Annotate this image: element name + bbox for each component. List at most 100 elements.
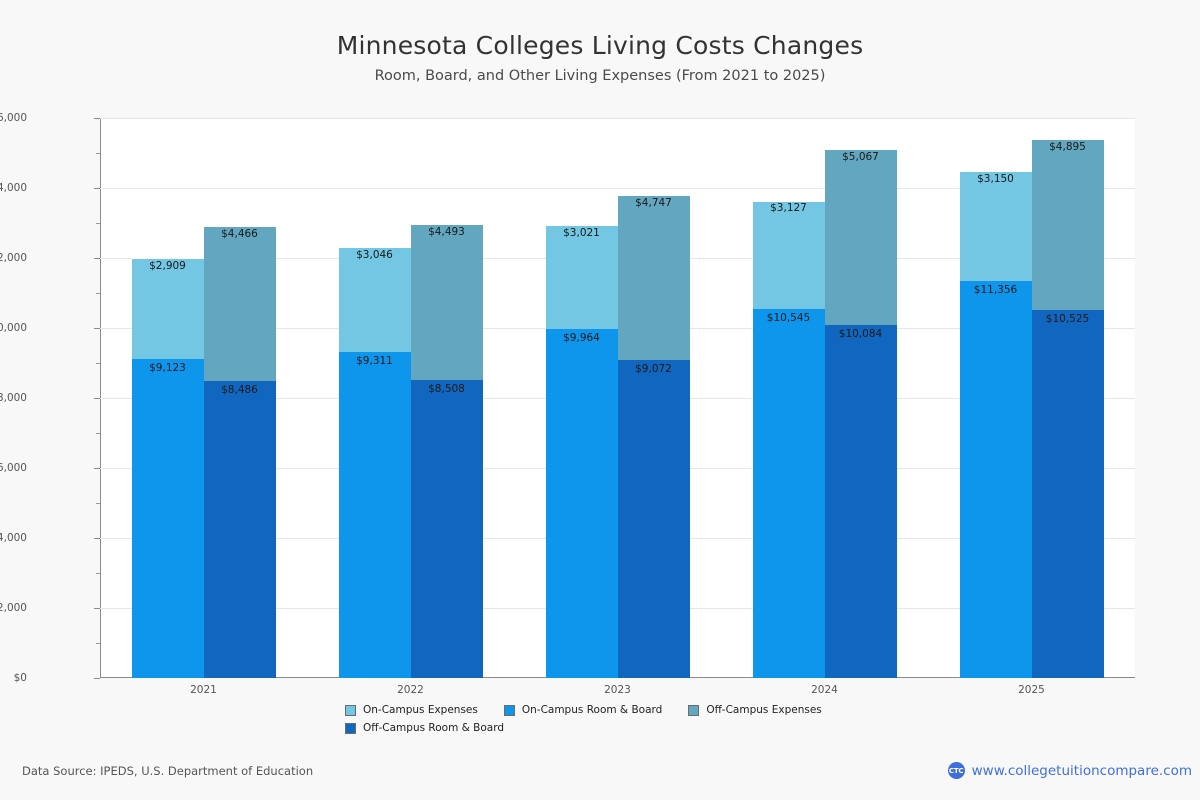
bar-value-label-expenses: $4,466 bbox=[221, 227, 258, 240]
bar-value-label-expenses: $3,150 bbox=[977, 173, 1014, 186]
bar-value-label-room-board: $8,486 bbox=[221, 383, 258, 396]
bar-segment-expenses[interactable] bbox=[545, 223, 618, 330]
bar-segment-expenses[interactable] bbox=[1031, 138, 1104, 310]
bar-segment-room-board[interactable] bbox=[410, 380, 483, 678]
bar-2023-off-campus[interactable]: $4,747 $9,072 bbox=[617, 118, 690, 678]
y-axis-minor-tick bbox=[96, 573, 100, 574]
bar-segment-room-board[interactable] bbox=[1031, 309, 1104, 678]
y-axis-tick-label: $8,000 bbox=[0, 392, 27, 404]
y-axis-tick-label: $4,000 bbox=[0, 532, 27, 544]
bar-value-label-room-board: $9,123 bbox=[149, 361, 186, 374]
y-axis-tick bbox=[94, 258, 100, 259]
y-axis-minor-tick bbox=[96, 153, 100, 154]
y-axis-tick-label: $16,000 bbox=[0, 112, 27, 124]
bar-2021-on-campus[interactable]: $2,909 $9,123 bbox=[131, 118, 204, 678]
bar-value-label-room-board: $8,508 bbox=[428, 383, 465, 396]
bar-segment-expenses[interactable] bbox=[959, 170, 1032, 281]
legend-label: On-Campus Room & Board bbox=[521, 704, 663, 716]
legend-swatch-icon bbox=[688, 704, 700, 716]
title-block: Minnesota Colleges Living Costs Changes … bbox=[0, 30, 1200, 86]
bar-segment-expenses[interactable] bbox=[824, 147, 897, 326]
legend-item-on-campus-expenses[interactable]: On-Campus Expenses bbox=[345, 704, 478, 716]
x-axis-tick-label: 2024 bbox=[811, 684, 838, 696]
y-axis-tick bbox=[94, 468, 100, 469]
bar-value-label-expenses: $3,127 bbox=[770, 202, 807, 215]
legend-item-on-campus-room-board[interactable]: On-Campus Room & Board bbox=[503, 704, 663, 716]
bar-value-label-expenses: $3,021 bbox=[563, 226, 600, 239]
y-axis-minor-tick bbox=[96, 433, 100, 434]
chart-plot-wrapper: $0 $2,000 $4,000 $6,000 $8,000 $10,000 $12,000… bbox=[0, 112, 1135, 696]
bar-segment-expenses[interactable] bbox=[203, 224, 276, 381]
bar-value-label-expenses: $4,747 bbox=[635, 197, 672, 210]
bar-segment-room-board[interactable] bbox=[203, 381, 276, 678]
legend-label: Off-Campus Room & Board bbox=[363, 722, 505, 734]
bar-segment-room-board[interactable] bbox=[545, 329, 618, 678]
y-axis-tick bbox=[94, 118, 100, 119]
y-axis-minor-tick bbox=[96, 503, 100, 504]
legend-label: On-Campus Expenses bbox=[363, 704, 478, 716]
bar-segment-expenses[interactable] bbox=[338, 245, 411, 353]
y-axis-tick bbox=[94, 538, 100, 539]
bar-segment-expenses[interactable] bbox=[752, 199, 825, 309]
legend-swatch-icon bbox=[345, 722, 356, 734]
brand-link[interactable]: CTC www.collegetuitioncompare.com bbox=[947, 762, 1192, 779]
bar-value-label-expenses: $2,909 bbox=[149, 259, 186, 272]
bar-segment-room-board[interactable] bbox=[824, 325, 897, 678]
bar-2021-off-campus[interactable]: $4,466 $8,486 bbox=[203, 118, 276, 678]
legend-label: Off-Campus Expenses bbox=[706, 704, 822, 716]
bar-value-label-expenses: $5,067 bbox=[842, 150, 879, 163]
y-gridline bbox=[100, 188, 1135, 189]
chart-legend: On-Campus Expenses On-Campus Room & Boar… bbox=[345, 701, 865, 737]
bar-value-label-room-board: $10,525 bbox=[1045, 312, 1090, 325]
x-axis-tick-label: 2025 bbox=[1018, 684, 1045, 696]
x-axis-tick-label: 2022 bbox=[397, 684, 424, 696]
bar-segment-room-board[interactable] bbox=[131, 358, 204, 678]
bar-value-label-room-board: $9,964 bbox=[563, 332, 600, 345]
bar-segment-room-board[interactable] bbox=[617, 360, 690, 678]
y-axis-tick bbox=[94, 678, 100, 679]
y-axis-tick bbox=[94, 188, 100, 189]
bar-segment-room-board[interactable] bbox=[959, 280, 1032, 678]
legend-row: On-Campus Expenses On-Campus Room & Boar… bbox=[345, 701, 865, 719]
y-axis-tick bbox=[94, 608, 100, 609]
y-axis-tick bbox=[94, 328, 100, 329]
bar-segment-expenses[interactable] bbox=[617, 194, 690, 361]
page-subtitle: Room, Board, and Other Living Expenses (… bbox=[374, 68, 826, 84]
bar-2024-on-campus[interactable]: $3,127 $10,545 bbox=[752, 118, 825, 678]
y-axis-tick-label: $6,000 bbox=[0, 462, 27, 474]
bar-value-label-expenses: $4,895 bbox=[1049, 141, 1086, 154]
y-axis-tick-label: $14,000 bbox=[0, 182, 27, 194]
bar-value-label-room-board: $11,356 bbox=[973, 283, 1018, 296]
bar-2023-on-campus[interactable]: $3,021 $9,964 bbox=[545, 118, 618, 678]
bar-2025-on-campus[interactable]: $3,150 $11,356 bbox=[959, 118, 1032, 678]
ctc-logo-icon: CTC bbox=[947, 762, 965, 779]
y-axis-minor-tick bbox=[96, 643, 100, 644]
bar-2022-on-campus[interactable]: $3,046 $9,311 bbox=[338, 118, 411, 678]
bar-value-label-expenses: $3,046 bbox=[356, 248, 393, 261]
legend-row: Off-Campus Room & Board bbox=[345, 719, 865, 737]
y-axis-tick-label: $2,000 bbox=[0, 602, 27, 614]
bar-2024-off-campus[interactable]: $5,067 $10,084 bbox=[824, 118, 897, 678]
y-axis-minor-tick bbox=[96, 293, 100, 294]
bar-value-label-room-board: $9,072 bbox=[635, 363, 672, 376]
legend-swatch-icon bbox=[345, 704, 356, 716]
bar-segment-expenses[interactable] bbox=[131, 256, 204, 359]
y-gridline bbox=[100, 118, 1135, 119]
legend-item-off-campus-room-board[interactable]: Off-Campus Room & Board bbox=[345, 722, 504, 734]
x-axis-tick-label: 2023 bbox=[604, 684, 631, 696]
y-axis-minor-tick bbox=[96, 363, 100, 364]
bar-2025-off-campus[interactable]: $4,895 $10,525 bbox=[1031, 118, 1104, 678]
y-axis-tick-label: $12,000 bbox=[0, 252, 27, 264]
page-title: Minnesota Colleges Living Costs Changes bbox=[336, 31, 864, 60]
bar-value-label-room-board: $9,311 bbox=[356, 355, 393, 368]
legend-item-off-campus-expenses[interactable]: Off-Campus Expenses bbox=[688, 704, 822, 716]
bar-value-label-room-board: $10,545 bbox=[766, 311, 811, 324]
y-axis-minor-tick bbox=[96, 223, 100, 224]
y-axis-tick-label: $0 bbox=[13, 672, 27, 684]
bar-segment-room-board[interactable] bbox=[752, 308, 825, 678]
bar-segment-room-board[interactable] bbox=[338, 352, 411, 678]
bar-value-label-expenses: $4,493 bbox=[428, 225, 465, 238]
bar-2022-off-campus[interactable]: $4,493 $8,508 bbox=[410, 118, 483, 678]
data-source-text: Data Source: IPEDS, U.S. Department of E… bbox=[22, 764, 314, 778]
bar-segment-expenses[interactable] bbox=[410, 222, 483, 381]
